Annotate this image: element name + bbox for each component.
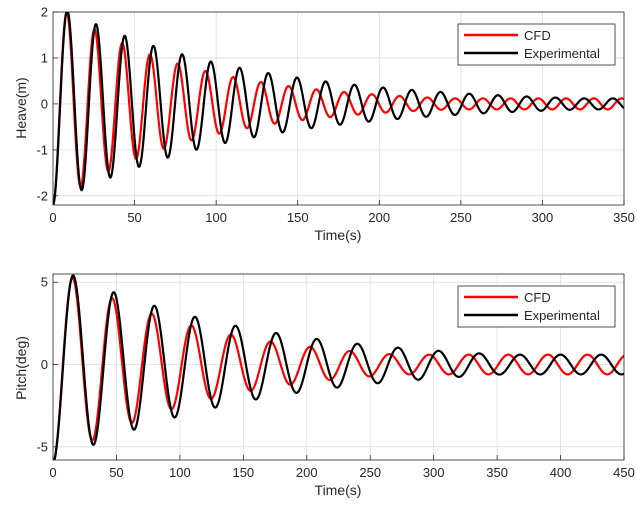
pitch-xtick-label: 450 <box>613 465 635 480</box>
pitch-xtick-label: 200 <box>296 465 318 480</box>
pitch-legend-experimental-label: Experimental <box>524 308 600 323</box>
heave-legend-box <box>457 23 616 66</box>
heave-xtick-label: 350 <box>613 210 635 225</box>
pitch-xtick-label: 150 <box>232 465 254 480</box>
heave-xtick-label: 200 <box>368 210 390 225</box>
pitch-xtick-label: 0 <box>49 465 56 480</box>
heave-xtick-label: 300 <box>532 210 554 225</box>
pitch-xtick-label: 50 <box>109 465 123 480</box>
heave-xlabel: Time(s) <box>315 227 362 243</box>
pitch-xtick-label: 350 <box>486 465 508 480</box>
pitch-xtick-label: 300 <box>423 465 445 480</box>
heave-ytick-label: -2 <box>36 188 48 203</box>
pitch-series-cfd-line <box>53 276 624 460</box>
heave-axes-box <box>52 11 625 206</box>
heave-xtick-label: 150 <box>287 210 309 225</box>
pitch-legend: CFD Experimental <box>457 285 616 328</box>
pitch-legend-box <box>457 285 616 328</box>
pitch-ticks: 0 50 100 150 200 250 300 350 400 450-505 <box>36 275 634 480</box>
pitch-ytick-label: 5 <box>41 275 48 290</box>
heave-ytick-label: 1 <box>41 50 48 65</box>
pitch-xtick-label: 400 <box>550 465 572 480</box>
pitch-ytick-label: 0 <box>41 357 48 372</box>
heave-series-lines <box>53 12 624 205</box>
heave-ytick-label: 2 <box>41 5 48 20</box>
heave-xtick-label: 0 <box>49 210 56 225</box>
pitch-axes-box <box>52 273 625 461</box>
heave-series-cfd-line <box>53 12 624 205</box>
heave-xtick-label: 50 <box>127 210 141 225</box>
heave-ytick-label: -1 <box>36 142 48 157</box>
heave-legend: CFD Experimental <box>457 23 616 66</box>
pitch-chart: 0 50 100 150 200 250 300 350 400 450-505 Time(s) … <box>13 273 635 498</box>
heave-xtick-label: 250 <box>450 210 472 225</box>
pitch-xlabel: Time(s) <box>315 482 362 498</box>
pitch-series-experimental-line <box>53 274 624 460</box>
heave-series-experimental-line <box>53 12 624 205</box>
heave-legend-cfd-label: CFD <box>524 28 551 43</box>
heave-legend-experimental-label: Experimental <box>524 46 600 61</box>
pitch-legend-cfd-label: CFD <box>524 290 551 305</box>
heave-xtick-label: 100 <box>205 210 227 225</box>
heave-ytick-label: 0 <box>41 96 48 111</box>
pitch-ytick-label: -5 <box>36 439 48 454</box>
heave-ylabel: Heave(m) <box>13 77 29 138</box>
heave-chart: 0 50 100 150 200 250 300 350 -2 -1 0 1 2 Time(s) Hea… <box>13 5 635 244</box>
pitch-ylabel: Pitch(deg) <box>13 336 29 400</box>
pitch-xtick-label: 100 <box>169 465 191 480</box>
pitch-xtick-label: 250 <box>359 465 381 480</box>
heave-ticks: 0 50 100 150 200 250 300 350 -2 -1 0 1 2 <box>36 5 634 226</box>
pitch-series-lines <box>53 274 624 460</box>
